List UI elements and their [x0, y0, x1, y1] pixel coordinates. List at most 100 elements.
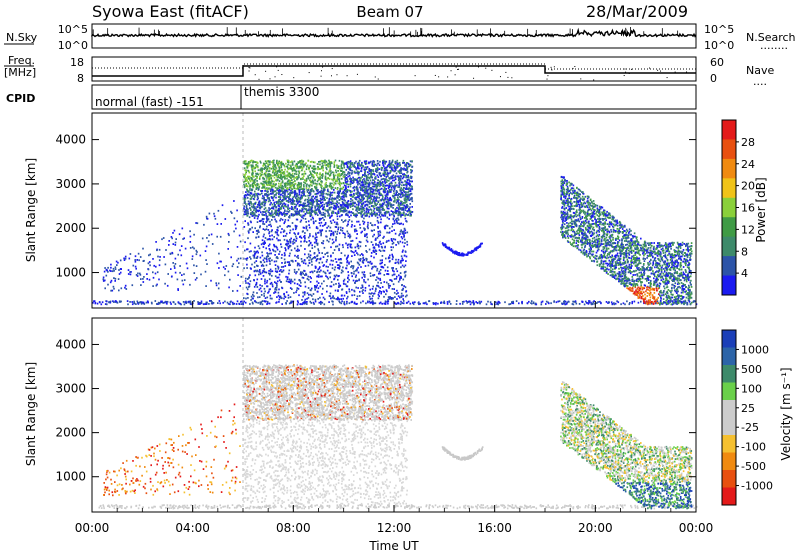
power-cell [315, 232, 317, 235]
power-cell [355, 303, 357, 305]
power-cell [268, 167, 271, 170]
power-cell [363, 227, 365, 230]
power-cell [389, 254, 391, 257]
power-cell [249, 207, 252, 210]
power-cell [359, 223, 361, 226]
power-cell [320, 192, 323, 194]
power-cell [346, 302, 348, 305]
power-cell [341, 269, 343, 272]
power-cell [277, 209, 279, 212]
power-cell [206, 237, 208, 239]
power-cell [279, 190, 282, 192]
power-cell [290, 174, 292, 176]
power-cell [354, 281, 356, 284]
power-cell [330, 281, 333, 283]
power-cell [250, 203, 253, 205]
power-cell [398, 178, 400, 181]
power-cell [358, 208, 361, 211]
power-cell [333, 297, 335, 300]
power-cell [174, 257, 177, 260]
power-cell [337, 212, 340, 214]
power-cell [323, 219, 325, 221]
power-cell [262, 235, 265, 238]
power-cell [411, 206, 413, 208]
power-cell [302, 177, 304, 179]
power-cell [365, 210, 368, 213]
power-cell [315, 211, 317, 214]
power-cell [254, 202, 256, 205]
power-cell [398, 195, 401, 198]
power-cell [327, 162, 330, 165]
power-cell [286, 240, 289, 243]
power-cell [369, 192, 371, 195]
power-cell [364, 175, 366, 178]
power-cell [308, 209, 311, 212]
power-cell [257, 201, 260, 204]
power-cell [136, 300, 139, 303]
power-cell [360, 201, 362, 204]
power-cell [280, 231, 282, 234]
power-cell [158, 259, 161, 262]
power-cell [184, 301, 187, 304]
power-cell [269, 208, 271, 210]
power-cell [282, 194, 284, 197]
power-cell [381, 208, 383, 211]
power-cell [269, 192, 272, 195]
power-cell [311, 184, 313, 187]
power-cell [381, 213, 383, 216]
power-cell [299, 166, 302, 169]
power-cell [351, 212, 354, 214]
power-cell [411, 211, 413, 214]
power-cell [195, 253, 198, 256]
power-cell [408, 180, 411, 182]
power-cell [275, 201, 278, 203]
power-cell [255, 175, 257, 177]
power-cell [309, 254, 312, 257]
power-cell [282, 212, 285, 215]
power-cell [289, 207, 291, 210]
power-cell [308, 224, 310, 226]
power-cell [312, 175, 315, 178]
power-cell [655, 302, 657, 305]
power-cell [279, 219, 281, 222]
power-cell [376, 284, 378, 287]
power-cell [326, 186, 328, 188]
power-cell [317, 231, 320, 234]
power-cell [93, 300, 95, 303]
power-cell [236, 220, 238, 223]
power-cell [281, 192, 284, 195]
power-cell [349, 206, 352, 208]
power-cell [181, 279, 184, 282]
power-cell [329, 169, 331, 172]
nave-marker: .... [753, 75, 767, 88]
power-cell [317, 190, 319, 192]
power-cell [408, 199, 411, 202]
power-cell [387, 163, 390, 166]
power-cell [243, 160, 246, 163]
power-cell [393, 192, 395, 195]
power-cell [291, 160, 293, 163]
power-cell [631, 302, 633, 305]
power-cell [300, 165, 302, 168]
power-cell [363, 193, 366, 196]
power-cell [385, 224, 388, 227]
power-cell [384, 184, 387, 187]
power-cell [389, 203, 392, 206]
power-cell [340, 207, 343, 210]
power-cell [269, 203, 271, 206]
power-cell [246, 292, 248, 295]
power-cell [379, 230, 381, 233]
power-cell [307, 296, 310, 299]
power-cell [300, 186, 302, 188]
power-cell [379, 277, 381, 280]
power-cell [379, 262, 381, 265]
power-cell [357, 247, 360, 250]
power-cell [269, 238, 272, 241]
power-cell [521, 301, 523, 304]
power-cell [232, 303, 234, 306]
power-cell [545, 303, 547, 305]
power-cell [152, 285, 154, 287]
power-cell [291, 205, 293, 208]
power-cell [387, 283, 390, 285]
power-cell [376, 267, 379, 270]
